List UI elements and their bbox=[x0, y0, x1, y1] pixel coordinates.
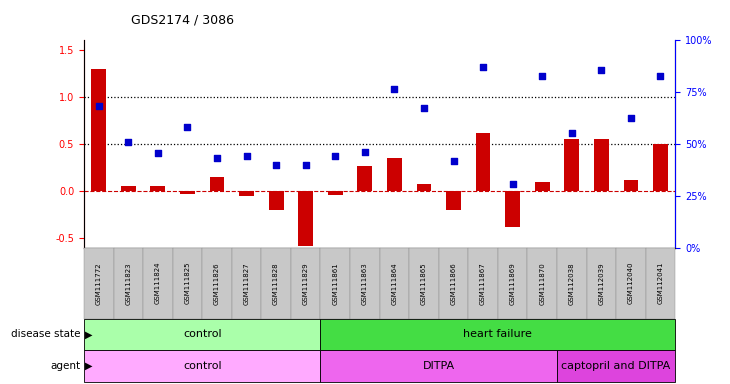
Text: GSM112038: GSM112038 bbox=[569, 262, 575, 305]
Point bbox=[270, 162, 282, 168]
Bar bbox=[535, 182, 550, 191]
Text: GSM112039: GSM112039 bbox=[599, 262, 604, 305]
Bar bbox=[180, 191, 195, 194]
Point bbox=[566, 130, 577, 136]
Bar bbox=[417, 184, 431, 191]
Point bbox=[388, 86, 400, 93]
Bar bbox=[121, 186, 136, 191]
Point bbox=[93, 103, 104, 109]
Point bbox=[596, 68, 607, 74]
Text: GSM112041: GSM112041 bbox=[658, 262, 664, 305]
Point bbox=[418, 105, 430, 111]
Text: agent: agent bbox=[50, 361, 80, 371]
Bar bbox=[505, 191, 520, 227]
Bar bbox=[210, 177, 224, 191]
Bar bbox=[269, 191, 283, 210]
Point bbox=[123, 139, 134, 145]
Point bbox=[507, 180, 518, 187]
Text: GSM111863: GSM111863 bbox=[362, 262, 368, 305]
Text: GSM111828: GSM111828 bbox=[273, 262, 279, 305]
Bar bbox=[446, 191, 461, 210]
Text: GSM111869: GSM111869 bbox=[510, 262, 515, 305]
Text: captopril and DITPA: captopril and DITPA bbox=[561, 361, 671, 371]
Text: GSM111827: GSM111827 bbox=[244, 262, 250, 305]
Point bbox=[182, 124, 193, 130]
Text: DITPA: DITPA bbox=[423, 361, 455, 371]
Text: GSM111867: GSM111867 bbox=[480, 262, 486, 305]
Text: GSM111772: GSM111772 bbox=[96, 262, 101, 305]
Bar bbox=[328, 191, 342, 195]
Text: disease state: disease state bbox=[11, 329, 80, 339]
Point bbox=[300, 162, 312, 168]
Point bbox=[211, 155, 223, 161]
Text: GSM111865: GSM111865 bbox=[421, 262, 427, 305]
Bar bbox=[653, 144, 668, 191]
Point bbox=[241, 153, 253, 159]
Point bbox=[447, 158, 459, 164]
Bar bbox=[387, 158, 402, 191]
Bar bbox=[91, 69, 106, 191]
Text: GSM111861: GSM111861 bbox=[332, 262, 338, 305]
Text: ▶: ▶ bbox=[85, 329, 93, 339]
Text: heart failure: heart failure bbox=[464, 329, 532, 339]
Bar bbox=[564, 139, 579, 191]
Text: GDS2174 / 3086: GDS2174 / 3086 bbox=[131, 13, 234, 26]
Text: GSM111826: GSM111826 bbox=[214, 262, 220, 305]
Bar bbox=[594, 139, 609, 191]
Point bbox=[329, 153, 341, 159]
Point bbox=[152, 151, 164, 157]
Text: control: control bbox=[183, 329, 221, 339]
Text: GSM111870: GSM111870 bbox=[539, 262, 545, 305]
Text: GSM111825: GSM111825 bbox=[185, 262, 191, 305]
Point bbox=[655, 73, 666, 79]
Bar bbox=[299, 191, 313, 246]
Bar bbox=[239, 191, 254, 196]
Text: GSM111829: GSM111829 bbox=[303, 262, 309, 305]
Text: GSM111866: GSM111866 bbox=[450, 262, 456, 305]
Text: GSM111824: GSM111824 bbox=[155, 262, 161, 305]
Point bbox=[477, 64, 489, 70]
Text: GSM111864: GSM111864 bbox=[391, 262, 397, 305]
Text: ▶: ▶ bbox=[85, 361, 93, 371]
Bar bbox=[358, 166, 372, 191]
Point bbox=[359, 149, 371, 155]
Bar bbox=[476, 133, 491, 191]
Bar bbox=[623, 180, 638, 191]
Point bbox=[625, 114, 637, 121]
Bar bbox=[150, 186, 165, 191]
Text: GSM111823: GSM111823 bbox=[126, 262, 131, 305]
Text: GSM112040: GSM112040 bbox=[628, 262, 634, 305]
Text: control: control bbox=[183, 361, 221, 371]
Point bbox=[537, 73, 548, 79]
